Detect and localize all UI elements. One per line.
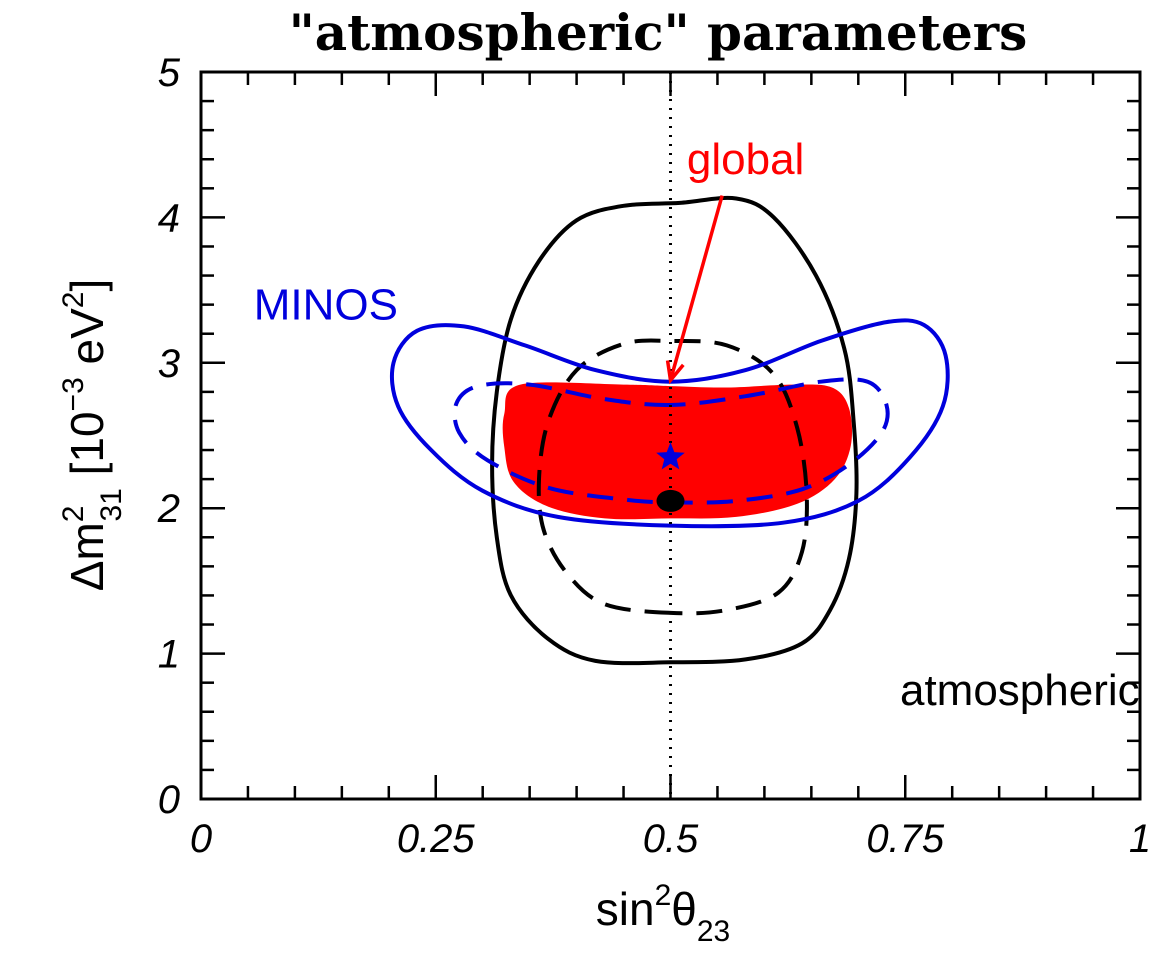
y-tick-label: 4 <box>158 196 180 240</box>
minos-label: MINOS <box>254 281 398 330</box>
best-fit-dot <box>656 489 685 512</box>
annotation-layer: global MINOS atmospheric <box>254 135 1140 715</box>
y-tick-label: 3 <box>158 342 180 386</box>
plot-frame <box>199 70 1142 801</box>
global-label: global <box>687 135 804 184</box>
global-arrow-shaft <box>668 195 724 381</box>
global-filled-contour <box>502 382 853 520</box>
minos-solid-contour <box>389 318 950 529</box>
x-tick-label: 0.25 <box>397 817 476 861</box>
y-tick-label: 5 <box>158 51 181 95</box>
chart-title: "atmospheric" parameters <box>289 3 1028 62</box>
y-tick-label: 2 <box>157 487 180 531</box>
atmospheric-dashed-contour <box>536 338 809 616</box>
x-axis-label: sin2θ23 <box>596 879 730 948</box>
y-tick-label: 1 <box>158 633 180 677</box>
x-tick-label: 0.75 <box>866 817 945 861</box>
marker-layer <box>656 442 685 512</box>
contour-layer <box>389 195 950 666</box>
y-axis-label: Δm2 31 [10−3 eV2] <box>57 279 128 592</box>
x-tick-label: 1 <box>1129 817 1151 861</box>
x-tick-label: 0 <box>190 817 212 861</box>
best-fit-star <box>656 442 685 470</box>
atmospheric-solid-contour <box>490 195 859 666</box>
tick-label-layer: 0 0.25 0.5 0.75 1 0 1 2 3 4 5 <box>157 51 1151 861</box>
atmospheric-label: atmospheric <box>900 666 1140 715</box>
global-arrow-head <box>665 360 685 385</box>
x-tick-label: 0.5 <box>643 817 699 861</box>
y-tick-label: 0 <box>158 778 180 822</box>
